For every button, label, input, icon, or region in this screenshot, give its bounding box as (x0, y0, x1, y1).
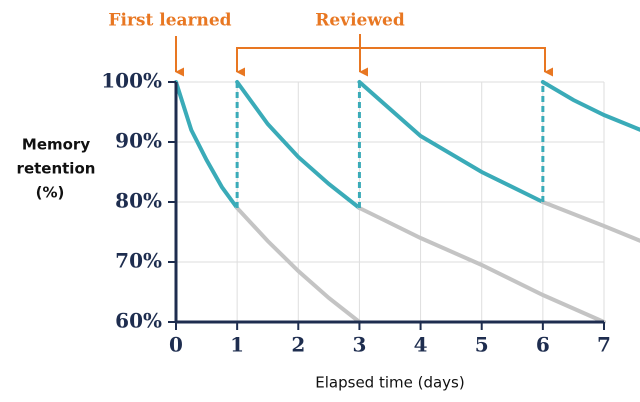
y-tick-label: 80% (115, 189, 162, 213)
curve (235, 80, 362, 210)
curve (235, 206, 362, 324)
annotation: Reviewed (315, 11, 405, 31)
curve (357, 206, 606, 324)
curves (174, 80, 640, 324)
curve (540, 200, 640, 243)
y-axis-label: retention (17, 160, 96, 178)
curve (174, 80, 240, 210)
x-tick-label: 7 (597, 333, 611, 357)
bracket (236, 47, 554, 77)
y-axis-label: (%) (36, 184, 65, 202)
curve (357, 80, 545, 204)
y-axis-label: Memory (22, 136, 90, 154)
x-tick-label: 6 (536, 333, 550, 357)
y-tick-label: 70% (115, 249, 162, 273)
y-tick-label: 60% (115, 309, 162, 333)
x-tick-label: 2 (291, 333, 305, 357)
y-tick-label: 100% (101, 69, 162, 93)
x-tick-label: 3 (352, 333, 366, 357)
x-tick-label: 0 (169, 333, 183, 357)
curve (540, 80, 640, 132)
x-tick-label: 1 (230, 333, 244, 357)
annotation: First learned (108, 11, 231, 31)
x-tick-label: 5 (475, 333, 489, 357)
annotation-arrows (175, 34, 554, 77)
y-tick-label: 90% (115, 129, 162, 153)
x-tick-label: 4 (414, 333, 428, 357)
x-axis-label: Elapsed time (days) (315, 374, 464, 392)
